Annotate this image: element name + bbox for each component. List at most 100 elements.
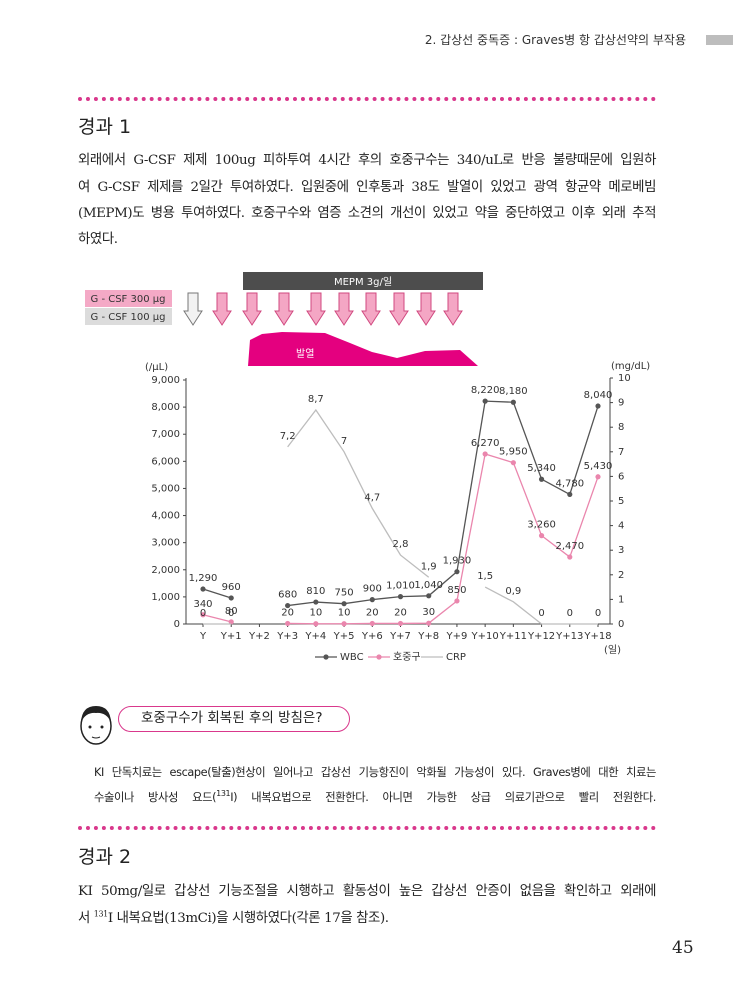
legend-label: G - CSF 100 μg [91, 312, 166, 323]
superscript: 131 [216, 789, 231, 799]
text: KI 50mg/일로 갑상선 기능조절을 시행하고 활동성이 높은 갑상선 안증… [78, 884, 656, 899]
case-title: 경과 1 [78, 116, 132, 138]
x-tick-label: Y+12 [527, 631, 555, 642]
data-label: 8,040 [584, 390, 613, 401]
legend-label: CRP [446, 652, 466, 663]
data-label: 20 [366, 607, 379, 618]
y2-tick-label: 8 [618, 422, 624, 433]
y-tick-label: 6,000 [151, 456, 180, 467]
x-tick-label: Y+5 [333, 631, 355, 642]
legend-label: G - CSF 300 μg [91, 294, 166, 305]
data-point [454, 598, 460, 604]
y2-tick-label: 4 [618, 521, 624, 532]
gcsf-arrow [242, 292, 262, 326]
data-label: 0,9 [505, 586, 521, 597]
gcsf-arrow [306, 292, 326, 326]
data-point [369, 620, 375, 627]
question-bubble: 호중구수가 회복된 후의 방침은? [118, 706, 350, 732]
data-point [369, 597, 375, 603]
data-label: 80 [225, 606, 238, 617]
data-label: 340 [193, 599, 212, 610]
data-label: 1,040 [414, 580, 443, 591]
gcsf-arrow [361, 292, 381, 326]
data-point [538, 476, 545, 482]
x-tick-label: Y+4 [304, 631, 326, 642]
gcsf-arrow [389, 292, 409, 326]
data-label: 10 [338, 608, 351, 619]
data-label: 7,2 [280, 431, 296, 442]
data-label: 3,260 [527, 520, 556, 531]
data-label: 0 [228, 608, 234, 619]
data-label: 30 [422, 607, 435, 618]
data-point [538, 533, 545, 539]
y2-tick-label: 5 [618, 496, 624, 507]
fever-label: 발열 [296, 348, 314, 360]
data-label: 10 [309, 608, 322, 619]
x-tick-label: Y+8 [417, 631, 439, 642]
y2-tick-label: 9 [618, 398, 624, 409]
x-tick-label: Y+11 [499, 631, 527, 642]
data-label: 8,220 [471, 385, 500, 396]
data-label: 1,5 [477, 571, 493, 582]
data-point [454, 569, 460, 575]
arrows [183, 292, 463, 326]
data-label: 7 [341, 436, 347, 447]
data-point [397, 594, 404, 600]
gcsf-arrow [443, 292, 463, 326]
running-title: 2. 갑상선 중독증 : Graves병 항 갑상선약의 부작용 [424, 33, 686, 47]
data-point [228, 595, 234, 601]
data-label: 0 [538, 608, 544, 619]
data-point [567, 554, 573, 560]
y2-tick-label: 0 [618, 619, 624, 630]
legend-box [85, 290, 172, 307]
y2-tick-label: 7 [618, 447, 624, 458]
data-point [285, 620, 291, 627]
data-point [482, 451, 488, 457]
y2-tick-label: 10 [618, 373, 631, 384]
y2-tick-label: 2 [618, 570, 624, 581]
data-point [313, 621, 319, 627]
y2-tick-label: 6 [618, 471, 624, 482]
data-point [200, 612, 206, 618]
x-tick-label: Y+13 [555, 631, 583, 642]
y-tick-label: 1,000 [151, 592, 180, 603]
legend-label: 호중구 [393, 651, 421, 663]
data-label: 5,950 [499, 447, 528, 458]
data-label: 20 [394, 607, 407, 618]
data-label: 1,9 [421, 561, 437, 572]
y2-tick-label: 1 [618, 594, 624, 605]
data-label: 850 [447, 585, 466, 596]
x-tick-label: Y [199, 631, 207, 642]
y-tick-label: 5,000 [151, 483, 180, 494]
data-label: 900 [363, 584, 382, 595]
data-point [313, 599, 319, 605]
data-point [228, 619, 234, 625]
gcsf-arrow [274, 292, 294, 326]
data-point [595, 474, 601, 480]
treatment-bar [243, 272, 483, 290]
data-label: 2,470 [555, 541, 584, 552]
fever-area [248, 332, 478, 366]
text: KI 단독치료는 escape(탈출)현상이 일어나고 갑상선 기능항진이 악화… [94, 766, 656, 779]
paragraph-line: KI 단독치료는 escape(탈출)현상이 일어나고 갑상선 기능항진이 악화… [94, 764, 656, 780]
y-tick-label: 0 [174, 619, 180, 630]
axis-unit: (/μL) [145, 362, 168, 373]
paragraph-line: 여 G-CSF 제제를 2일간 투여하였다. 입원중에 인후통과 38도 발열이… [78, 180, 656, 195]
x-tick-label: Y+6 [361, 631, 383, 642]
x-tick-label: Y+7 [389, 631, 411, 642]
data-label: 2,8 [393, 539, 409, 550]
data-label: 0 [595, 608, 601, 619]
paragraph-line: 외래에서 G-CSF 제제 100ug 피하투여 4시간 후의 호중구수는 34… [78, 153, 656, 168]
series-line [202, 453, 599, 625]
series-line [203, 408, 598, 625]
data-point [510, 399, 516, 405]
text: I) 내복요법으로 전환한다. 아니면 가능한 상급 의료기관으로 빨리 전원한… [230, 791, 656, 804]
data-label: 1,290 [189, 573, 218, 584]
gcsf-arrow [334, 292, 354, 326]
data-label: 20 [281, 607, 294, 618]
data-point [285, 602, 291, 609]
data-label: 0 [200, 608, 206, 619]
data-label: 6,270 [471, 438, 500, 449]
data-point [200, 586, 206, 592]
